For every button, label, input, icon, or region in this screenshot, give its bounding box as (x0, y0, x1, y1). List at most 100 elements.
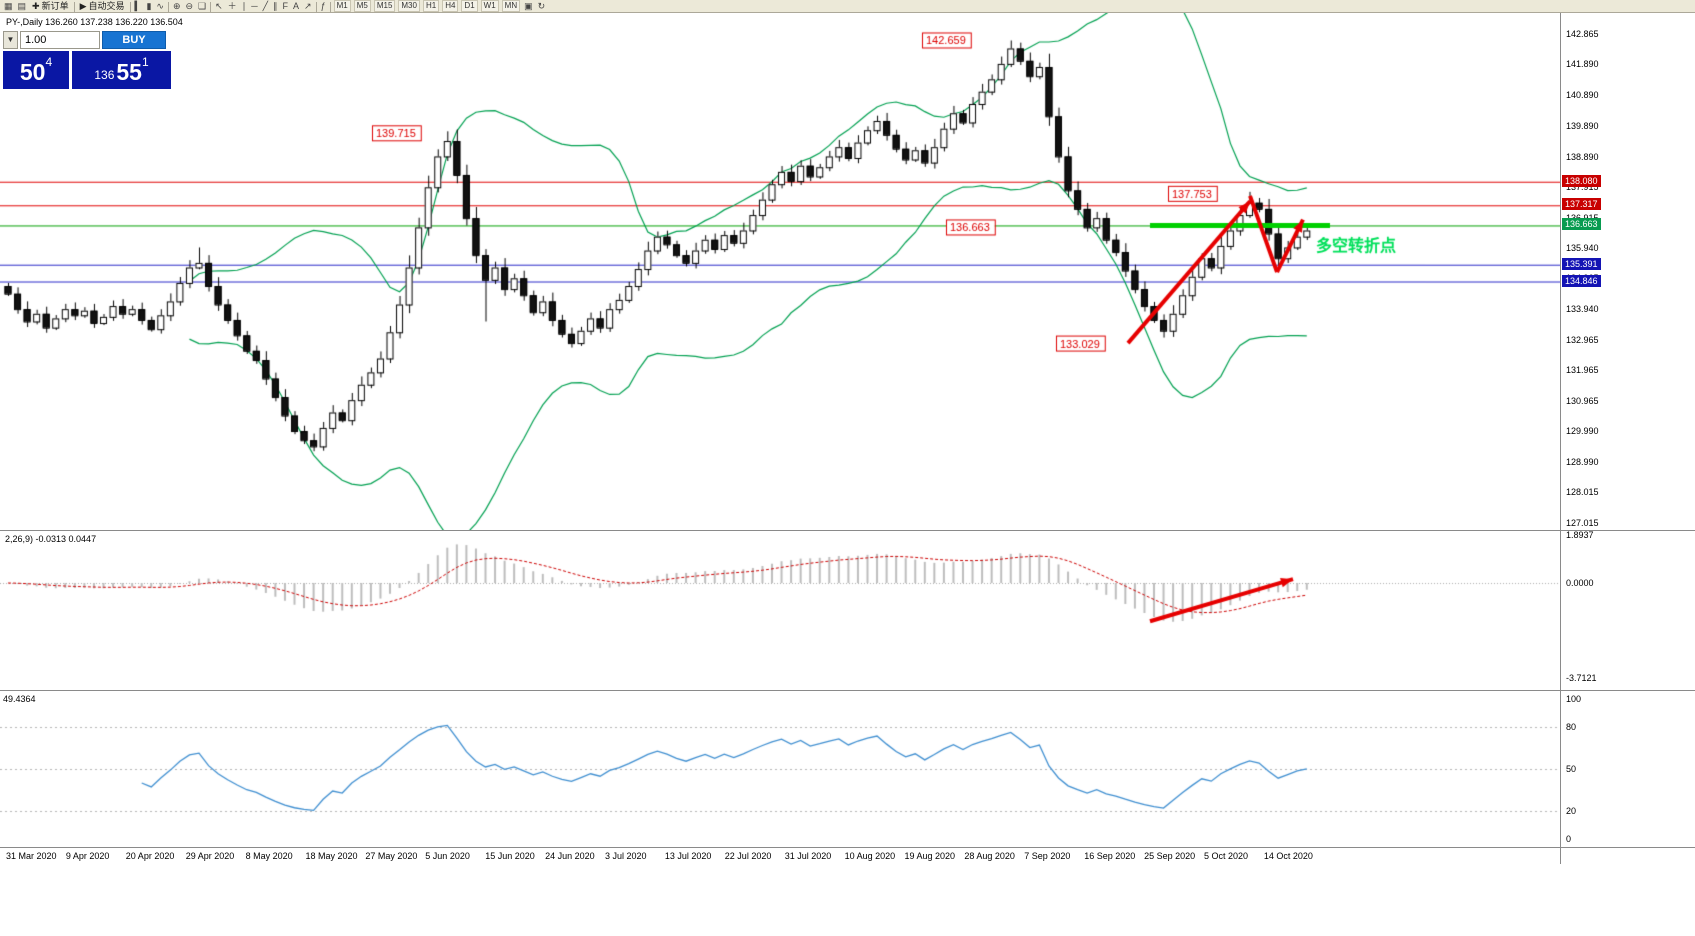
date-axis-label: 8 May 2020 (245, 851, 293, 861)
macd-label: 2,26,9) -0.0313 0.0447 (5, 534, 97, 544)
axis-tick-label: 132.965 (1566, 334, 1599, 345)
date-axis-label: 19 Aug 2020 (904, 851, 956, 861)
axis-tick-label: 20 (1566, 806, 1577, 816)
date-axis-label: 9 Apr 2020 (65, 851, 110, 861)
arrows-icon[interactable]: ↗ (304, 1, 312, 11)
toolbar: ▦ ▤ ✚ 新订单 ▶ 自动交易 ▍ ▮ ∿ ⊕ ⊖ ❏ ↖ ＋ ∣ ─ ╱ ∥ F A ↗ ƒ M1 M5 M15 M30 H1 H… (0, 0, 1695, 13)
timeframe-button-h1[interactable]: H1 (422, 0, 440, 12)
toolbar-separator (129, 2, 131, 12)
timeframe-button-m15[interactable]: M15 (373, 0, 396, 12)
date-axis-label: 5 Oct 2020 (1204, 851, 1249, 861)
autotrading-button[interactable]: ▶ 自动交易 (78, 1, 127, 12)
price-axis: 142.865 141.890 140.890 139.890 138.890 137.9… (1561, 13, 1695, 530)
axis-tick-label: 127.015 (1566, 518, 1599, 529)
crosshair-icon[interactable]: ＋ (227, 1, 237, 11)
axis-tick-label: 1.8937 (1566, 529, 1594, 540)
buy-button[interactable]: BUY (102, 31, 166, 49)
tile-windows-icon[interactable]: ❏ (198, 1, 207, 11)
toolbar-separator (329, 2, 331, 12)
price-level-tag: 134.846 (1562, 274, 1601, 287)
date-axis-label: 31 Jul 2020 (784, 851, 832, 861)
axis-tick-label: 137.915 (1566, 181, 1599, 192)
date-axis-label: 20 Apr 2020 (125, 851, 175, 861)
date-axis-label: 3 Jul 2020 (605, 851, 647, 861)
axis-tick-label: 136.915 (1566, 213, 1599, 223)
price-level-tag: 135.391 (1562, 257, 1601, 270)
symbol-ohlc-header: PY-,Daily 136.260 137.238 136.220 136.50… (6, 17, 183, 27)
buy-price-sup: 1 (141, 55, 149, 69)
charts-candle-icon[interactable]: ▮ (146, 1, 152, 11)
charts-line-icon[interactable]: ∿ (156, 1, 164, 11)
pane-separator[interactable] (0, 530, 1695, 531)
charts-bar-icon[interactable]: ▍ (134, 1, 142, 11)
date-axis-label: 5 Jun 2020 (425, 851, 470, 861)
axis-tick-label: 131.965 (1566, 365, 1599, 376)
main-price-chart[interactable] (0, 13, 1560, 530)
price-level-tag: 136.663 (1562, 218, 1601, 231)
timeframe-button-d1[interactable]: D1 (461, 0, 478, 12)
axis-tick-label: 140.890 (1566, 90, 1599, 101)
price-level-tag: 138.080 (1562, 174, 1601, 187)
date-axis-label: 31 Mar 2020 (6, 851, 57, 861)
axis-tick-label: 0 (1566, 834, 1572, 844)
axis-tick-label: 141.890 (1566, 59, 1599, 70)
refresh-icon[interactable]: ↻ (537, 1, 546, 11)
oscillator-label: 49.4364 (3, 694, 36, 704)
macd-axis: 1.8937 0.0000 -3.7121 (1561, 529, 1695, 690)
zoom-out-icon[interactable]: ⊖ (185, 1, 194, 11)
date-axis: 31 Mar 2020 9 Apr 2020 20 Apr 2020 29 Apr 2… (0, 848, 1560, 864)
toolbar-separator (167, 2, 169, 12)
timeframe-button-mn[interactable]: MN (501, 0, 521, 12)
buy-price-small: 136 (94, 68, 115, 82)
date-axis-label: 13 Jul 2020 (664, 851, 712, 861)
date-axis-label: 16 Sep 2020 (1084, 851, 1136, 861)
buy-price-box[interactable]: 136 55 1 (72, 51, 171, 89)
channel-icon[interactable]: ∥ (273, 1, 278, 11)
axis-tick-label: 129.990 (1566, 426, 1599, 437)
text-label-icon[interactable]: A (293, 1, 300, 11)
templates-icon[interactable]: ▣ (524, 1, 533, 11)
trade-options-dropdown[interactable]: ▼ (3, 31, 18, 49)
date-axis-label: 7 Sep 2020 (1024, 851, 1071, 861)
sell-price-box[interactable]: 50 4 (3, 51, 69, 89)
cursor-icon[interactable]: ↖ (215, 1, 223, 11)
profiles-icon[interactable]: ▤ (17, 1, 27, 11)
toolbar-separator (73, 2, 75, 12)
timeframe-button-w1[interactable]: W1 (480, 0, 499, 12)
date-axis-label: 24 Jun 2020 (545, 851, 595, 861)
timeframe-button-h4[interactable]: H4 (442, 0, 459, 12)
trendline-icon[interactable]: ╱ (262, 1, 268, 11)
axis-tick-label: 128.015 (1566, 487, 1599, 498)
zoom-in-icon[interactable]: ⊕ (172, 1, 181, 11)
date-axis-label: 27 May 2020 (365, 851, 418, 861)
date-axis-label: 25 Sep 2020 (1144, 851, 1196, 861)
new-order-icon: ✚ (32, 1, 40, 11)
axis-tick-label: 135.940 (1566, 242, 1599, 253)
horizontal-line-icon[interactable]: ─ (251, 1, 258, 11)
oscillator-axis: 100 80 50 20 0 (1561, 691, 1695, 847)
axis-tick-label: 139.890 (1566, 120, 1599, 131)
new-order-button-label: 新订单 (41, 1, 69, 11)
buy-price-big: 55 (116, 59, 142, 85)
toolbar-separator (210, 2, 212, 12)
pane-separator[interactable] (0, 690, 1695, 691)
pane-separator (0, 847, 1695, 848)
axis-tick-label: -3.7121 (1566, 672, 1597, 683)
macd-indicator-chart[interactable] (0, 531, 1560, 690)
date-axis-label: 29 Apr 2020 (185, 851, 235, 861)
new-chart-icon[interactable]: ▦ (4, 1, 13, 11)
timeframe-button-m30[interactable]: M30 (398, 0, 420, 12)
axis-tick-label: 138.890 (1566, 151, 1599, 162)
timeframe-button-m1[interactable]: M1 (333, 0, 351, 12)
axis-tick-label: 100 (1566, 694, 1582, 704)
vertical-line-icon[interactable]: ∣ (241, 1, 247, 11)
indicators-icon[interactable]: ƒ (320, 1, 326, 11)
autotrading-icon: ▶ (79, 1, 87, 11)
lot-size-input[interactable] (20, 31, 100, 49)
new-order-button[interactable]: ✚ 新订单 (30, 1, 71, 12)
fibonacci-icon[interactable]: F (282, 1, 289, 11)
timeframe-button-m5[interactable]: M5 (353, 0, 371, 12)
oscillator-indicator-chart[interactable] (0, 691, 1560, 847)
autotrading-button-label: 自动交易 (88, 1, 125, 11)
